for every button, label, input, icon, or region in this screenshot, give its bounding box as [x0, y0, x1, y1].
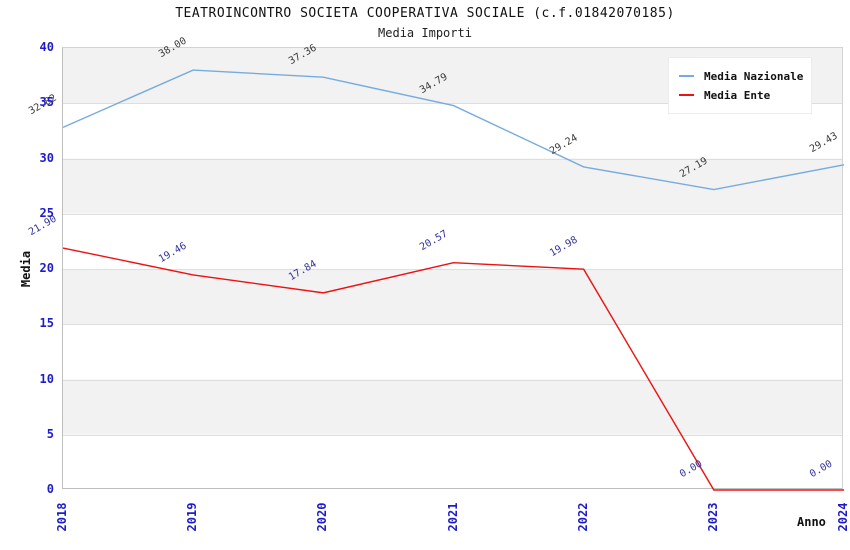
legend-item-media-ente: Media Ente	[679, 87, 801, 103]
gridline	[63, 379, 842, 381]
media-ente-line	[62, 247, 844, 491]
y-tick-label: 10	[39, 371, 54, 386]
gridline	[63, 434, 842, 436]
legend-label: Media Nazionale	[704, 69, 804, 83]
legend: Media Nazionale Media Ente	[668, 57, 812, 114]
gridline	[63, 103, 842, 105]
plot-area: 32.82 38.00 37.36 34.79 29.24 27.19 29.43 21.90…	[27, 36, 845, 491]
y-tick-label: 15	[39, 316, 54, 331]
y-tick-label: 35	[39, 95, 54, 110]
chart-title: TEATROINCONTRO SOCIETA COOPERATIVA SOCIA…	[175, 6, 675, 21]
y-tick-label: 5	[46, 426, 54, 441]
x-tick-label: 2018	[55, 502, 69, 532]
x-tick-label: 2019	[185, 502, 200, 532]
media-ente-swatch	[679, 94, 694, 96]
legend-item-media-nazionale: Media Nazionale	[679, 68, 804, 84]
media-nazionale-swatch	[679, 75, 694, 77]
media-nazionale-line	[62, 69, 845, 191]
y-tick-label: 0	[46, 482, 54, 496]
x-tick-label: 2020	[315, 502, 330, 532]
y-tick-label: 20	[39, 261, 54, 275]
gridline	[63, 213, 842, 215]
y-tick-label: 25	[39, 205, 54, 220]
x-tick-label: 2023	[705, 502, 720, 532]
chart-subtitle: Media Importi	[378, 26, 472, 40]
gridline	[63, 269, 842, 270]
x-tick-label: 2022	[575, 502, 590, 532]
x-tick-label: 2024	[836, 502, 850, 532]
x-axis-label: Anno	[797, 515, 826, 529]
gridline	[63, 158, 842, 160]
y-tick-label: 40	[39, 40, 54, 54]
gridline	[63, 324, 842, 326]
x-tick-label: 2021	[445, 502, 460, 532]
legend-label: Media Ente	[704, 88, 771, 102]
y-tick-label: 30	[39, 150, 54, 165]
